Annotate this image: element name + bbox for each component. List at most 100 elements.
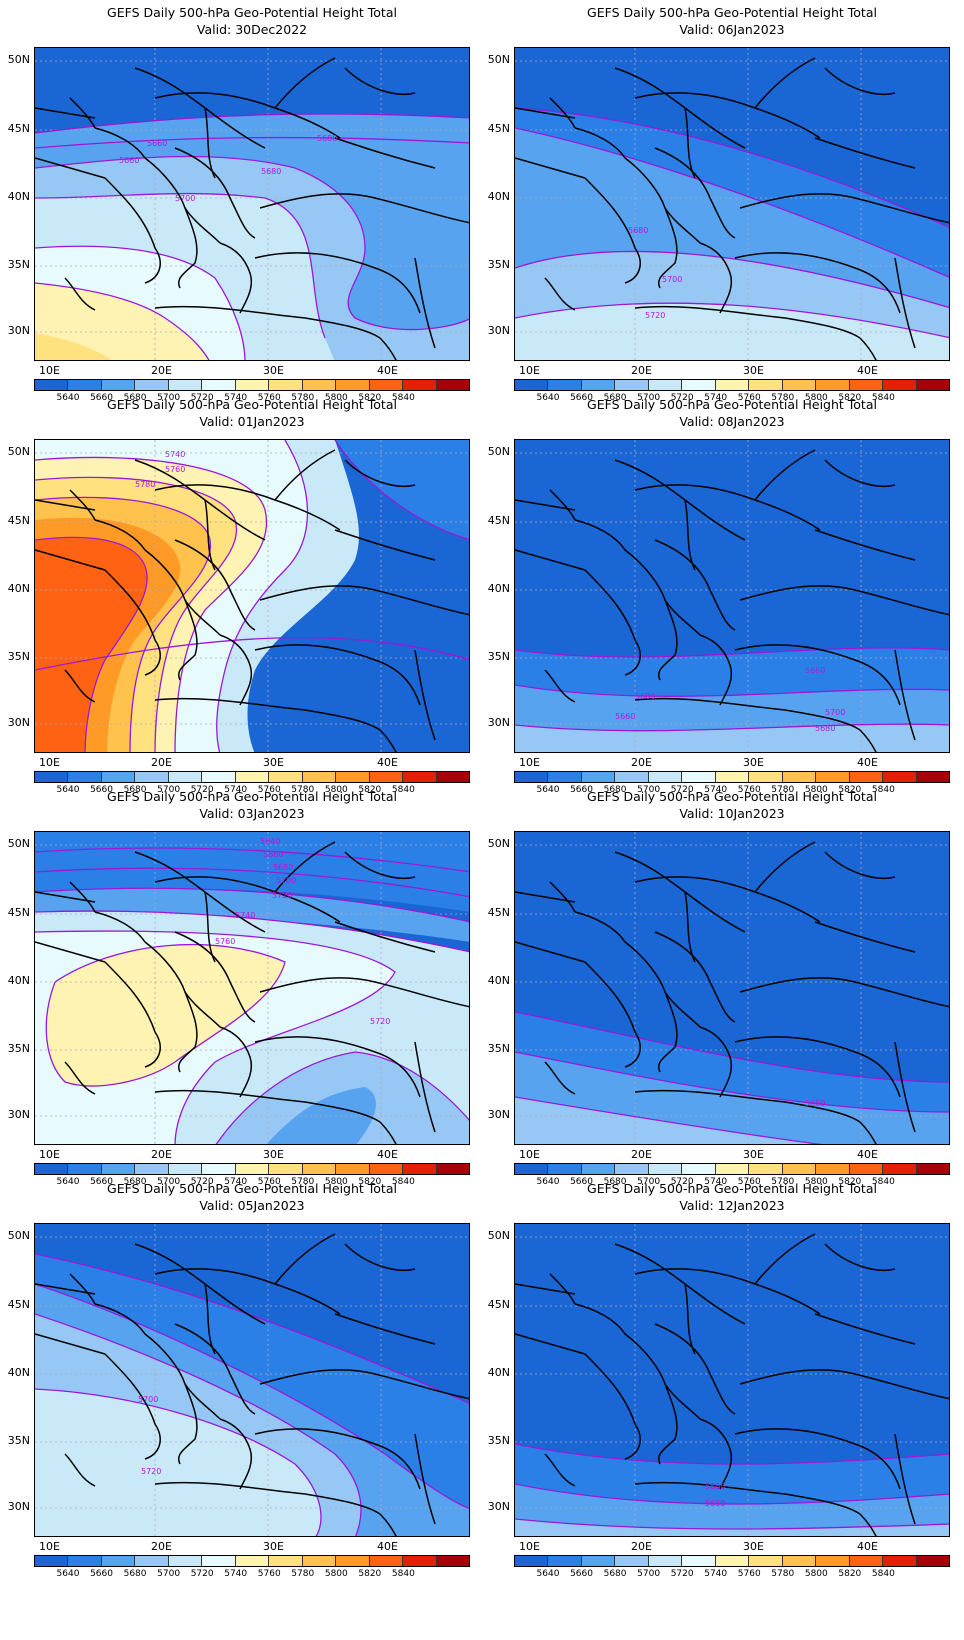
coastline bbox=[824, 67, 896, 95]
colorbar-label: 5640 bbox=[56, 1177, 80, 1187]
coastline bbox=[35, 107, 106, 179]
colorbar-swatch bbox=[883, 772, 917, 782]
colorbar-swatch bbox=[369, 1164, 404, 1174]
colorbar-label: 5700 bbox=[637, 785, 661, 795]
colorbar-swatch bbox=[135, 1164, 169, 1174]
lat-tick-label: 30N bbox=[487, 324, 510, 337]
coastline bbox=[254, 252, 421, 314]
colorbar-swatch bbox=[548, 1164, 582, 1174]
colorbar-swatch bbox=[202, 380, 236, 390]
height-map: 5700 5720 bbox=[34, 1223, 470, 1537]
coastline bbox=[894, 1433, 916, 1525]
lat-tick-label: 40N bbox=[487, 190, 510, 203]
colorbar-swatch bbox=[235, 380, 270, 390]
coastline bbox=[254, 1428, 421, 1490]
map-panel: GEFS Daily 500-hPa Geo-Potential Height … bbox=[480, 784, 950, 1194]
coastline bbox=[274, 1233, 336, 1285]
coastline bbox=[739, 1369, 949, 1400]
colorbar-swatch bbox=[648, 1164, 683, 1174]
coastline bbox=[64, 1061, 96, 1095]
coastline bbox=[379, 729, 397, 752]
colorbar-swatch bbox=[168, 1164, 203, 1174]
colorbar-label: 5640 bbox=[56, 785, 80, 795]
colorbar-swatch bbox=[916, 1164, 950, 1174]
coastline bbox=[69, 881, 96, 913]
colorbar-swatch bbox=[682, 380, 716, 390]
coastline bbox=[154, 1481, 381, 1515]
contour-line bbox=[35, 476, 238, 752]
colorbar-label: 5720 bbox=[670, 393, 694, 403]
colorbar-swatch bbox=[749, 380, 783, 390]
colorbar-swatch bbox=[101, 380, 136, 390]
lat-tick-label: 45N bbox=[7, 514, 30, 527]
panel-title: GEFS Daily 500-hPa Geo-Potential Height … bbox=[587, 789, 877, 804]
colorbar-label: 5820 bbox=[838, 785, 862, 795]
coastline bbox=[574, 911, 701, 1028]
coastline bbox=[274, 449, 336, 501]
colorbar-label: 5700 bbox=[637, 1177, 661, 1187]
coastline bbox=[658, 1383, 678, 1465]
coastline bbox=[204, 499, 216, 571]
coastline bbox=[549, 1273, 576, 1305]
colorbar-swatch bbox=[35, 772, 69, 782]
colorbar-label: 5740 bbox=[224, 1569, 248, 1579]
contour-label: 5720 bbox=[272, 891, 292, 900]
colorbar-swatch bbox=[135, 772, 169, 782]
colorbar-label: 5760 bbox=[257, 1569, 281, 1579]
coastline bbox=[174, 539, 256, 631]
colorbar-label: 5720 bbox=[190, 393, 214, 403]
coastline bbox=[814, 1313, 916, 1345]
contour-line bbox=[45, 943, 286, 1087]
contour-label: 5680 bbox=[628, 226, 648, 235]
map-panel: GEFS Daily 500-hPa Geo-Potential Height … bbox=[0, 784, 470, 1194]
coastline bbox=[134, 1243, 266, 1325]
colorbar-label: 5760 bbox=[737, 1177, 761, 1187]
panel-title: GEFS Daily 500-hPa Geo-Potential Height … bbox=[587, 1181, 877, 1196]
height-map: 5680 5700 5720 bbox=[514, 47, 950, 361]
lon-tick-label: 30E bbox=[263, 756, 284, 769]
coastline bbox=[35, 891, 106, 963]
colorbar-swatch bbox=[515, 380, 549, 390]
coastline bbox=[94, 519, 221, 636]
coastline bbox=[64, 1453, 96, 1487]
coastline bbox=[824, 459, 896, 487]
colorbar-swatch bbox=[369, 772, 404, 782]
lat-tick-label: 35N bbox=[7, 1434, 30, 1447]
contour-line bbox=[35, 282, 210, 360]
contour-line bbox=[515, 1011, 949, 1083]
colorbar-label: 5720 bbox=[190, 1569, 214, 1579]
contour-label: 5660 bbox=[263, 850, 283, 859]
contour-line bbox=[216, 440, 309, 752]
colorbar-swatch bbox=[202, 1164, 236, 1174]
coastline bbox=[654, 1323, 736, 1415]
lon-tick-label: 40E bbox=[857, 756, 878, 769]
coastline bbox=[174, 1323, 256, 1415]
contour-label: 5700 bbox=[175, 194, 195, 203]
coastline bbox=[549, 881, 576, 913]
contour-line bbox=[515, 1051, 949, 1113]
coastline bbox=[684, 1283, 696, 1355]
coastline bbox=[154, 484, 341, 531]
coastline bbox=[699, 1418, 732, 1490]
coastline bbox=[379, 1513, 397, 1536]
colorbar-label: 5700 bbox=[637, 393, 661, 403]
height-map: 5660 5680 5700 5660 5680 bbox=[514, 439, 950, 753]
colorbar-label: 5820 bbox=[358, 1177, 382, 1187]
coastline bbox=[254, 644, 421, 706]
lat-tick-label: 40N bbox=[487, 1366, 510, 1379]
lon-tick-label: 30E bbox=[263, 364, 284, 377]
contour-label: 5680 bbox=[273, 863, 293, 872]
panel-title: GEFS Daily 500-hPa Geo-Potential Height … bbox=[107, 397, 397, 412]
lat-tick-label: 30N bbox=[7, 324, 30, 337]
coastline bbox=[544, 1453, 576, 1487]
colorbar-label: 5840 bbox=[871, 785, 895, 795]
coastline bbox=[334, 529, 436, 561]
lat-tick-label: 40N bbox=[487, 582, 510, 595]
colorbar-label: 5740 bbox=[224, 1177, 248, 1187]
colorbar-label: 5720 bbox=[670, 785, 694, 795]
colorbar-label: 5800 bbox=[324, 393, 348, 403]
contour-line bbox=[515, 1443, 949, 1465]
colorbar-label: 5780 bbox=[291, 1569, 315, 1579]
lon-tick-label: 20E bbox=[151, 756, 172, 769]
colorbar-swatch bbox=[436, 1164, 470, 1174]
